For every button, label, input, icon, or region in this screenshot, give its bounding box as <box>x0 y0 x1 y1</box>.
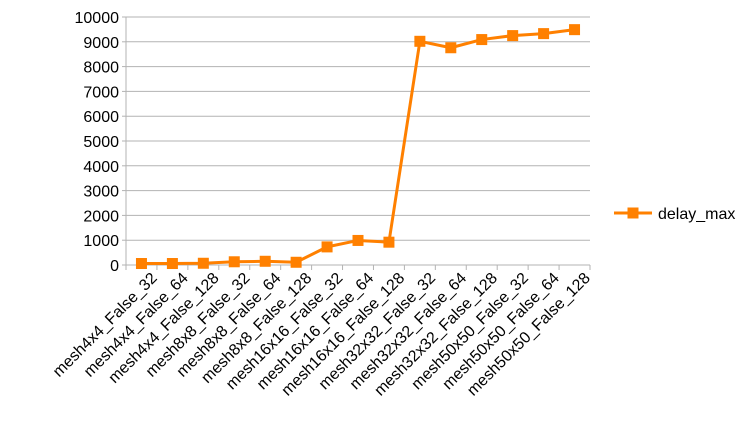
y-tick-label: 6000 <box>83 109 119 126</box>
data-point-marker <box>166 258 178 270</box>
series-line-delay_max <box>141 28 575 266</box>
x-tick-labels: mesh4x4_False_32mesh4x4_False_64mesh4x4_… <box>50 270 594 400</box>
data-point-marker <box>569 24 581 36</box>
y-tick-label: 5000 <box>83 134 119 151</box>
data-point-marker <box>507 30 519 42</box>
data-point-marker <box>135 258 147 270</box>
y-tick-label: 0 <box>110 258 119 275</box>
legend-label: delay_max <box>658 206 735 223</box>
data-point-marker <box>290 256 302 268</box>
data-point-marker <box>321 241 333 253</box>
data-point-marker <box>445 42 457 54</box>
data-point-marker <box>352 234 364 246</box>
data-point-marker <box>228 256 240 268</box>
data-point-marker <box>383 236 395 248</box>
y-tick-label: 9000 <box>83 35 119 52</box>
y-tick-label: 8000 <box>83 60 119 77</box>
data-point-marker <box>476 34 488 46</box>
y-tick-labels: 0 1000 2000 3000 4000 5000 6000 7000 8000 9000 100… <box>75 10 120 275</box>
y-tick-label: 2000 <box>83 208 119 225</box>
data-point-marker <box>538 28 550 40</box>
legend-swatch-marker <box>627 207 639 219</box>
legend: delay_max <box>614 206 735 223</box>
y-tick-label: 4000 <box>83 159 119 176</box>
y-tick-label: 3000 <box>83 184 119 201</box>
data-point-marker <box>197 257 209 269</box>
series-layer <box>135 24 581 270</box>
gridlines <box>126 16 590 266</box>
y-tick-label: 10000 <box>75 10 120 27</box>
y-tick-label: 1000 <box>83 233 119 250</box>
y-tick-label: 7000 <box>83 84 119 101</box>
axes <box>122 16 591 270</box>
data-point-marker <box>414 35 426 47</box>
data-point-marker <box>259 255 271 267</box>
